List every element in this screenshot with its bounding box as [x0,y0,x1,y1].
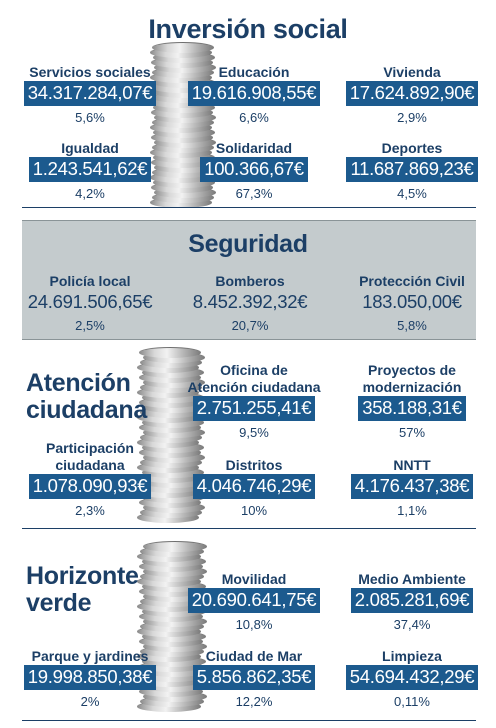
item-amount: 1.078.090,93€ [28,474,152,499]
item-label: Servicios sociales [29,64,151,80]
item-label: ciudadana [55,457,125,473]
item-percent: 2% [80,694,100,709]
item-percent: 2,3% [75,503,105,518]
item-amount: 11.687.869,23€ [346,157,478,182]
item-ciudad-de-mar: Ciudad de Mar 5.856.862,35€ 12,2% [184,648,324,711]
section-divider [22,720,476,721]
item-label: Igualdad [61,140,119,156]
item-percent: 5,8% [397,318,427,333]
item-amount: 1.243.541,62€ [28,157,152,182]
section-title-atencion: Atención ciudadana [26,370,147,424]
item-label: Proyectos de [368,362,456,378]
item-amount: 2.751.255,41€ [192,396,316,421]
item-percent: 10,8% [235,617,273,632]
item-label: Oficina de [220,362,288,378]
item-amount: 2.085.281,69€ [350,588,474,613]
item-label: Ciudad de Mar [205,648,303,664]
item-percent: 4,2% [75,186,105,201]
section-divider [22,528,476,529]
item-servicios-sociales: Servicios sociales 34.317.284,07€ 5,6% [20,64,160,127]
item-label: Atención ciudadana [187,379,321,395]
section-title-horizonte: Horizonte verde [26,563,139,617]
section-title-inversion: Inversión social [148,14,348,44]
section-title-seguridad: Seguridad [188,230,308,258]
item-percent: 57% [398,425,426,440]
item-label: Limpieza [382,648,442,664]
item-label: Participación [46,440,134,456]
item-amount: 183.050,00€ [362,291,462,312]
item-label: NNTT [393,457,431,473]
item-percent: 4,5% [397,186,427,201]
item-limpieza: Limpieza 54.694.432,29€ 0,11% [342,648,482,711]
item-label: Parque y jardines [31,648,149,664]
item-percent: 9,5% [239,425,269,440]
coin-icon [138,347,201,358]
coin-icon [143,541,207,552]
item-percent: 12,2% [235,694,273,709]
coin-icon [152,42,214,53]
item-percent: 5,6% [75,110,105,125]
section-title-line: Atención [26,369,131,397]
item-proteccion-civil: Protección Civil 183.050,00€ 5,8% [342,273,482,335]
item-label: Policía local [49,273,131,289]
item-percent: 67,3% [235,186,273,201]
item-proyectos-modernizacion: Proyectos de modernización 358.188,31€ 5… [342,362,482,442]
item-amount: 19.998.850,38€ [23,665,157,690]
section-divider [22,207,476,208]
item-amount: 19.616.908,55€ [187,81,321,106]
item-policia-local: Policía local 24.691.506,65€ 2,5% [20,273,160,335]
item-label: modernización [362,379,462,395]
item-amount: 4.046.746,29€ [192,474,316,499]
item-label: Distritos [225,457,283,473]
item-label: Solidaridad [215,140,293,156]
item-educacion: Educación 19.616.908,55€ 6,6% [184,64,324,127]
item-nntt: NNTT 4.176.437,38€ 1,1% [342,457,482,520]
coin-stack-top [149,38,217,208]
item-label: Educación [218,64,290,80]
item-label: Vivienda [383,64,441,80]
section-title-line: Horizonte [26,562,139,590]
item-percent: 6,6% [239,110,269,125]
item-bomberos: Bomberos 8.452.392,32€ 20,7% [180,273,320,335]
coin-stack-bottom [137,540,207,712]
item-amount: 34.317.284,07€ [23,81,157,106]
section-title-line: verde [26,589,92,617]
item-label: Protección Civil [359,273,465,289]
item-amount: 5.856.862,35€ [192,665,316,690]
item-oficina-atencion: Oficina de Atención ciudadana 2.751.255,… [184,362,324,442]
item-movilidad: Movilidad 20.690.641,75€ 10,8% [184,571,324,634]
section-title-line: ciudadana [26,396,147,424]
item-label: Medio Ambiente [358,571,466,587]
section-seguridad-band [22,220,476,340]
item-deportes: Deportes 11.687.869,23€ 4,5% [342,140,482,203]
item-participacion-ciudadana: Participación ciudadana 1.078.090,93€ 2,… [20,440,160,520]
item-solidaridad: Solidaridad 100.366,67€ 67,3% [184,140,324,203]
item-label: Deportes [381,140,443,156]
item-percent: 2,5% [75,318,105,333]
item-medio-ambiente: Medio Ambiente 2.085.281,69€ 37,4% [342,571,482,634]
item-percent: 37,4% [393,617,431,632]
item-amount: 24.691.506,65€ [27,291,153,312]
item-distritos: Distritos 4.046.746,29€ 10% [184,457,324,520]
item-percent: 2,9% [397,110,427,125]
item-igualdad: Igualdad 1.243.541,62€ 4,2% [20,140,160,203]
item-percent: 1,1% [397,503,427,518]
item-parque-jardines: Parque y jardines 19.998.850,38€ 2% [20,648,160,711]
item-percent: 0,11% [394,694,430,709]
item-amount: 54.694.432,29€ [345,665,479,690]
item-label: Bomberos [215,273,285,289]
item-amount: 358.188,31€ [358,396,466,421]
item-vivienda: Vivienda 17.624.892,90€ 2,9% [342,64,482,127]
item-amount: 17.624.892,90€ [345,81,479,106]
item-percent: 10% [240,503,268,518]
coin-stack-middle [137,345,205,523]
item-amount: 100.366,67€ [200,157,308,182]
item-amount: 8.452.392,32€ [192,291,308,312]
item-amount: 4.176.437,38€ [350,474,474,499]
item-percent: 20,7% [231,318,269,333]
item-label: Movilidad [221,571,287,587]
item-amount: 20.690.641,75€ [187,588,321,613]
